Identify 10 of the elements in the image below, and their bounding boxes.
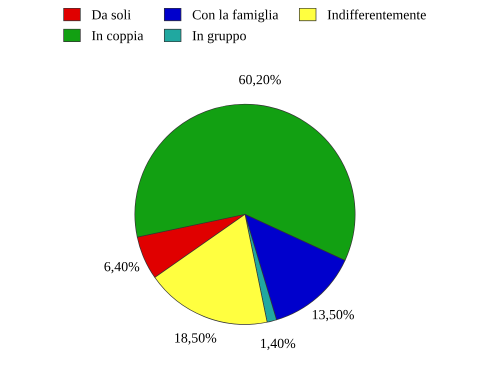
legend-label: Da soli — [92, 10, 131, 20]
legend-label: Con la famiglia — [192, 10, 278, 22]
data-label: 18,50% — [175, 333, 216, 345]
legend-label: In gruppo — [192, 31, 246, 44]
legend-label: Indifferentemente — [328, 10, 426, 20]
data-label: 60,20% — [239, 74, 281, 86]
data-label: 13,50% — [312, 310, 354, 322]
legend-label: In coppia — [92, 30, 144, 44]
data-label: 6,40% — [104, 262, 140, 274]
data-label: 1,40% — [261, 338, 296, 350]
